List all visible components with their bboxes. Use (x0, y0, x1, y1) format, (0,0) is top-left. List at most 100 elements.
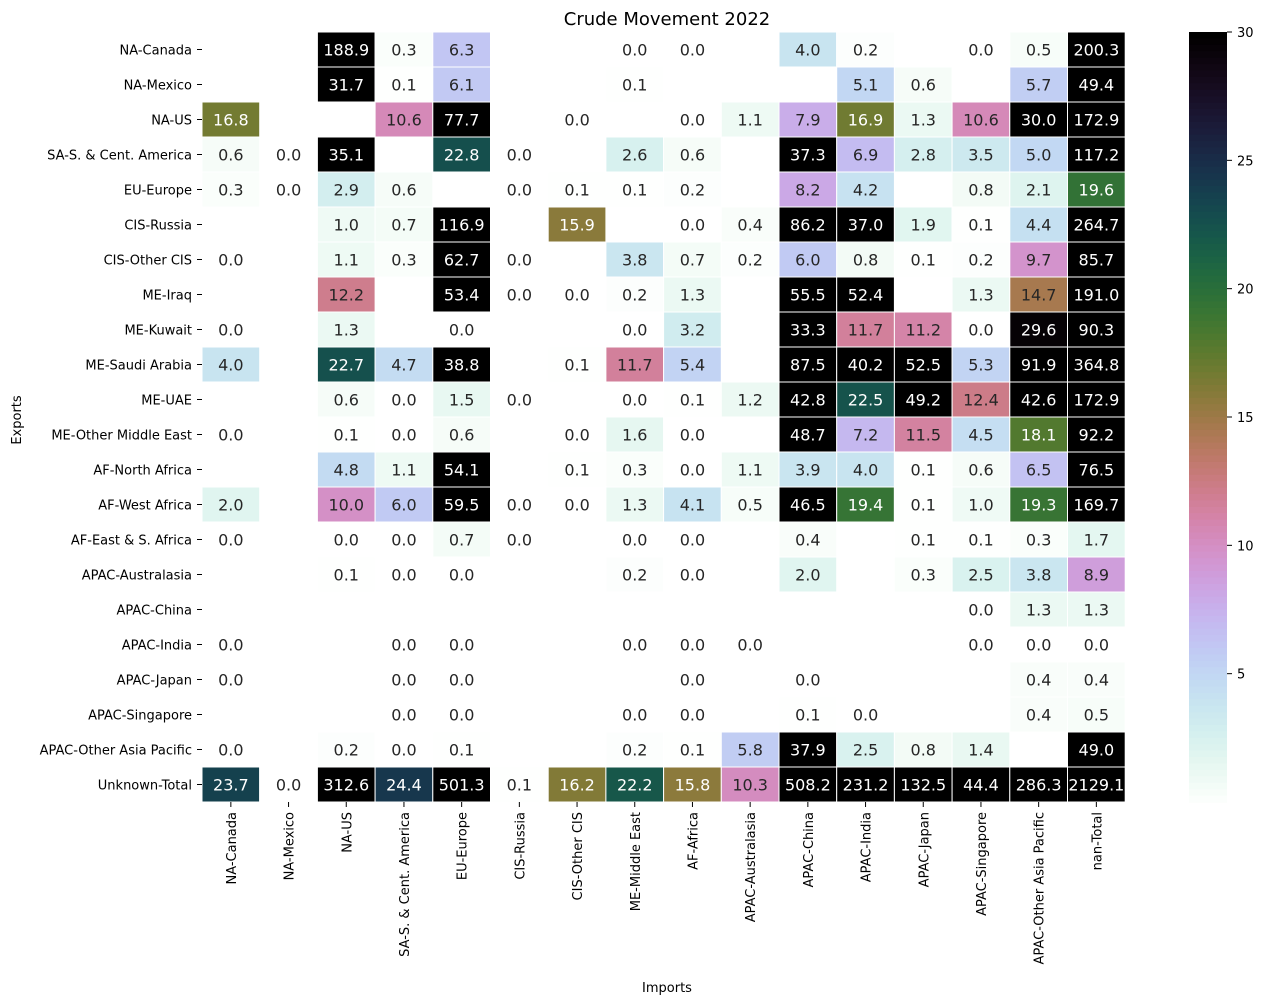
heatmap-cell (547, 101, 607, 138)
heatmap-cell (374, 346, 434, 383)
cell-value-label: 1.9 (911, 216, 936, 235)
heatmap-cell (836, 241, 895, 278)
row-label: EU-Europe (124, 184, 192, 199)
heatmap-cell (836, 346, 895, 383)
colorbar-segment (1189, 603, 1227, 611)
cell-value-label: 0.0 (449, 321, 474, 340)
cell-value-label: 10.6 (963, 111, 999, 130)
heatmap-cell (893, 766, 953, 803)
heatmap-cell (1067, 206, 1126, 243)
heatmap-cell (951, 171, 1011, 208)
cell-value-label: 117.2 (1073, 146, 1119, 165)
cell-value-label: 0.0 (334, 531, 359, 550)
cell-value-label: 1.5 (449, 391, 474, 410)
cell-value-label: 29.6 (1021, 321, 1057, 340)
cell-value-label: 19.3 (1021, 496, 1057, 515)
cell-value-label: 0.0 (218, 671, 243, 690)
colorbar-segment (1189, 359, 1227, 367)
cell-value-label: 0.0 (507, 391, 532, 410)
heatmap-cell (663, 206, 722, 243)
heatmap-cell (605, 381, 665, 418)
cell-value-label: 46.5 (790, 496, 826, 515)
colorbar-segment (1189, 282, 1227, 290)
colorbar-segment (1189, 583, 1227, 592)
heatmap-cell (605, 171, 665, 208)
cell-value-label: 0.1 (795, 706, 820, 725)
heatmap-cell (1009, 521, 1068, 558)
colorbar-segment (1189, 256, 1227, 264)
heatmap-cell (1067, 731, 1126, 768)
cell-value-label: 0.1 (334, 566, 359, 585)
cell-value-label: 0.5 (737, 496, 762, 515)
heatmap-cell (893, 241, 953, 278)
colorbar-segment (1189, 558, 1227, 566)
colorbar-segment (1189, 89, 1227, 97)
heatmap-cell (663, 171, 722, 208)
heatmap-cell (951, 206, 1011, 243)
cell-value-label: 35.1 (328, 146, 364, 165)
cell-value-label: 0.0 (449, 636, 474, 655)
cell-value-label: 0.0 (680, 636, 705, 655)
colorbar-segment (1189, 391, 1227, 399)
colorbar-segment (1189, 545, 1227, 553)
row-label: CIS-Other CIS (104, 254, 192, 269)
colorbar-segment (1189, 737, 1227, 746)
heatmap-cell (951, 381, 1011, 418)
cell-value-label: 22.2 (617, 776, 653, 795)
cell-value-label: 55.5 (790, 286, 826, 305)
heatmap-cell (778, 416, 838, 453)
row-label: AF-East & S. Africa (71, 534, 192, 549)
cell-value-label: 0.8 (853, 251, 878, 270)
row-label: Unknown-Total (98, 779, 192, 794)
cell-value-label: 0.0 (680, 566, 705, 585)
colorbar-segment (1189, 757, 1227, 765)
cell-value-label: 12.2 (328, 286, 364, 305)
cell-value-label: 0.0 (853, 706, 878, 725)
cell-value-label: 0.0 (391, 531, 416, 550)
column-label: APAC-Australasia (744, 812, 759, 922)
colorbar-segment (1189, 179, 1227, 187)
cell-value-label: 0.1 (622, 76, 647, 95)
heatmap-cell (432, 661, 491, 698)
cell-value-label: 0.1 (911, 531, 936, 550)
heatmap-cell (374, 101, 434, 138)
colorbar-segment (1189, 609, 1227, 617)
heatmap-cell (547, 346, 607, 383)
heatmap-cell (1067, 136, 1126, 173)
cell-value-label: 0.0 (449, 671, 474, 690)
cell-value-label: 231.2 (843, 776, 889, 795)
heatmap-cell (432, 416, 491, 453)
cell-value-label: 0.6 (218, 146, 243, 165)
row-label: APAC-China (117, 604, 192, 619)
colorbar-segment (1189, 461, 1227, 470)
heatmap-cell (720, 731, 780, 768)
heatmap-cell (316, 731, 376, 768)
colorbar-segment (1189, 468, 1227, 476)
heatmap-cell (432, 206, 491, 243)
colorbar-segment (1189, 109, 1227, 117)
cell-value-label: 0.0 (680, 41, 705, 60)
heatmap-cell (316, 521, 376, 558)
cell-value-label: 49.0 (1079, 741, 1115, 760)
colorbar-segment (1189, 442, 1227, 450)
heatmap-cell (316, 311, 376, 348)
cell-value-label: 0.0 (391, 636, 416, 655)
heatmap-cell (1009, 661, 1068, 698)
colorbar-segment (1189, 513, 1227, 521)
cell-value-label: 0.0 (218, 426, 243, 445)
cell-value-label: 0.3 (391, 41, 416, 60)
heatmap-cell (1009, 66, 1068, 103)
heatmap-cell (663, 696, 722, 733)
heatmap-cell (951, 101, 1011, 138)
heatmap-cell (1009, 696, 1068, 733)
column-label: nan-Total (1090, 812, 1105, 870)
heatmap-cell (316, 136, 376, 173)
heatmap-cell (893, 66, 953, 103)
cell-value-label: 54.1 (444, 461, 480, 480)
cell-value-label: 22.8 (444, 146, 480, 165)
heatmap-cell (432, 696, 491, 733)
cell-value-label: 49.2 (905, 391, 941, 410)
cell-value-label: 42.6 (1021, 391, 1057, 410)
colorbar-segment (1189, 410, 1227, 418)
heatmap-cell (316, 276, 376, 313)
